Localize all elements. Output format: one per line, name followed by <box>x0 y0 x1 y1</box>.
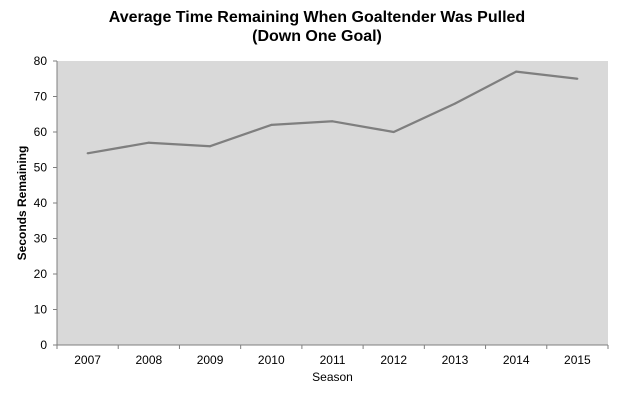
plot-area <box>57 61 608 345</box>
data-point <box>453 102 456 105</box>
data-point <box>86 152 89 155</box>
x-tick-label: 2014 <box>503 353 530 367</box>
y-tick-labels: 0 10 20 30 40 50 60 70 80 <box>34 54 57 352</box>
y-tick-label: 70 <box>34 90 48 104</box>
y-tick-label: 60 <box>34 125 48 139</box>
x-tick-label: 2007 <box>74 353 101 367</box>
data-point <box>331 120 334 123</box>
y-tick-label: 50 <box>34 161 48 175</box>
data-point <box>515 70 518 73</box>
data-point <box>576 77 579 80</box>
data-point <box>270 123 273 126</box>
data-point <box>209 145 212 148</box>
y-axis-label: Seconds Remaining <box>15 146 29 261</box>
y-tick-label: 80 <box>34 54 48 68</box>
data-point <box>147 141 150 144</box>
chart-title: Average Time Remaining When Goaltender W… <box>0 8 634 46</box>
x-tick-label: 2015 <box>564 353 591 367</box>
y-tick-label: 40 <box>34 196 48 210</box>
series-group <box>86 70 579 155</box>
x-tick-label: 2009 <box>197 353 224 367</box>
x-tick-label: 2011 <box>320 353 346 367</box>
y-tick-label: 30 <box>34 232 48 246</box>
x-tick-label: 2013 <box>442 353 469 367</box>
y-tick-label: 20 <box>34 267 48 281</box>
data-point <box>392 131 395 133</box>
chart-title-line-2: (Down One Goal) <box>252 28 382 45</box>
x-tick-label: 2010 <box>258 353 285 367</box>
x-tick-label: 2008 <box>135 353 162 367</box>
y-tick-label: 10 <box>34 303 48 317</box>
y-tick-label: 0 <box>40 338 47 352</box>
x-tick-label: 2012 <box>380 353 407 367</box>
chart-title-line-1: Average Time Remaining When Goaltender W… <box>108 9 526 26</box>
x-tick-labels: 2007 2008 2009 2010 2011 2012 2013 2014 2015 <box>56 345 609 367</box>
x-axis-label: Season <box>312 370 353 384</box>
